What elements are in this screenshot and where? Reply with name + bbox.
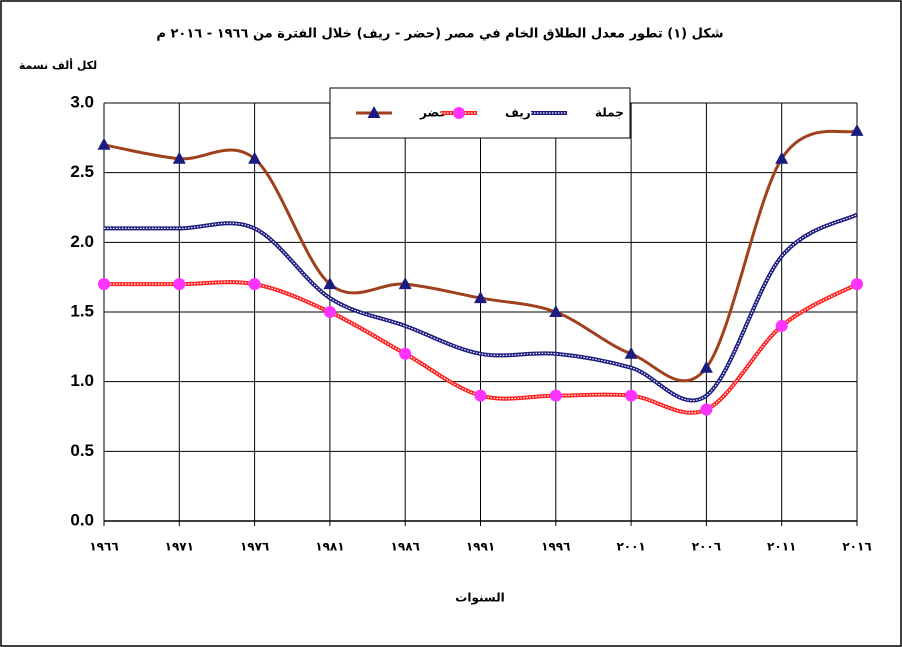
y-tick-label: 0.5 (70, 441, 94, 460)
point (474, 291, 487, 304)
y-tick-label: 3.0 (70, 92, 94, 111)
y-tick-label: 1.0 (70, 371, 94, 390)
series-line-dots (104, 281, 858, 414)
point (97, 137, 111, 150)
x-tick-label: ١٩٩٦ (541, 540, 570, 554)
point (248, 151, 262, 164)
x-tick-label: ٢٠١٦ (842, 540, 871, 554)
point (323, 306, 336, 318)
point (549, 305, 563, 317)
point (775, 319, 788, 332)
x-tick-label: ١٩٧٦ (240, 540, 269, 554)
y-tick-label: 1.5 (70, 301, 94, 320)
point (98, 278, 110, 291)
series-line (103, 129, 858, 383)
point (700, 403, 713, 416)
y-tick-label: 2.5 (70, 162, 94, 181)
point (699, 360, 713, 373)
x-tick-label: ٢٠١١ (767, 540, 796, 554)
legend-marker (453, 107, 465, 119)
x-tick-label: ١٩٦٦ (89, 540, 118, 554)
point (851, 278, 863, 291)
point (323, 277, 337, 290)
x-tick-label: ١٩٨١ (315, 540, 344, 554)
point (172, 151, 186, 164)
point (474, 389, 487, 402)
point (625, 389, 638, 402)
point (173, 278, 186, 291)
x-tick-label: ١٩٨٦ (391, 540, 420, 554)
x-tick-label: ١٩٩١ (466, 540, 495, 554)
point (549, 389, 562, 402)
point (850, 123, 864, 136)
point (398, 277, 412, 290)
x-tick-label: ١٩٧١ (165, 540, 194, 554)
chart-title: شكل (١) تطور معدل الطلاق الخام في مصر (ح… (156, 27, 723, 42)
point (399, 347, 412, 360)
legend-label: حضر (419, 106, 448, 120)
y-tick-label: 2.0 (70, 232, 94, 251)
y-tick-label: 0.0 (70, 510, 94, 529)
series-line-dots (103, 213, 858, 402)
point (775, 151, 789, 164)
legend-marker (367, 106, 381, 118)
legend-label: ريف (505, 106, 531, 120)
legend-label: جملة (595, 106, 624, 120)
x-tick-label: ٢٠٠٦ (692, 540, 721, 554)
y-axis-label: لكل ألف نسمة (19, 58, 97, 72)
point (248, 278, 261, 291)
point (624, 346, 638, 359)
x-tick-label: ٢٠٠١ (616, 540, 645, 554)
x-axis-label: السنوات (455, 591, 504, 606)
